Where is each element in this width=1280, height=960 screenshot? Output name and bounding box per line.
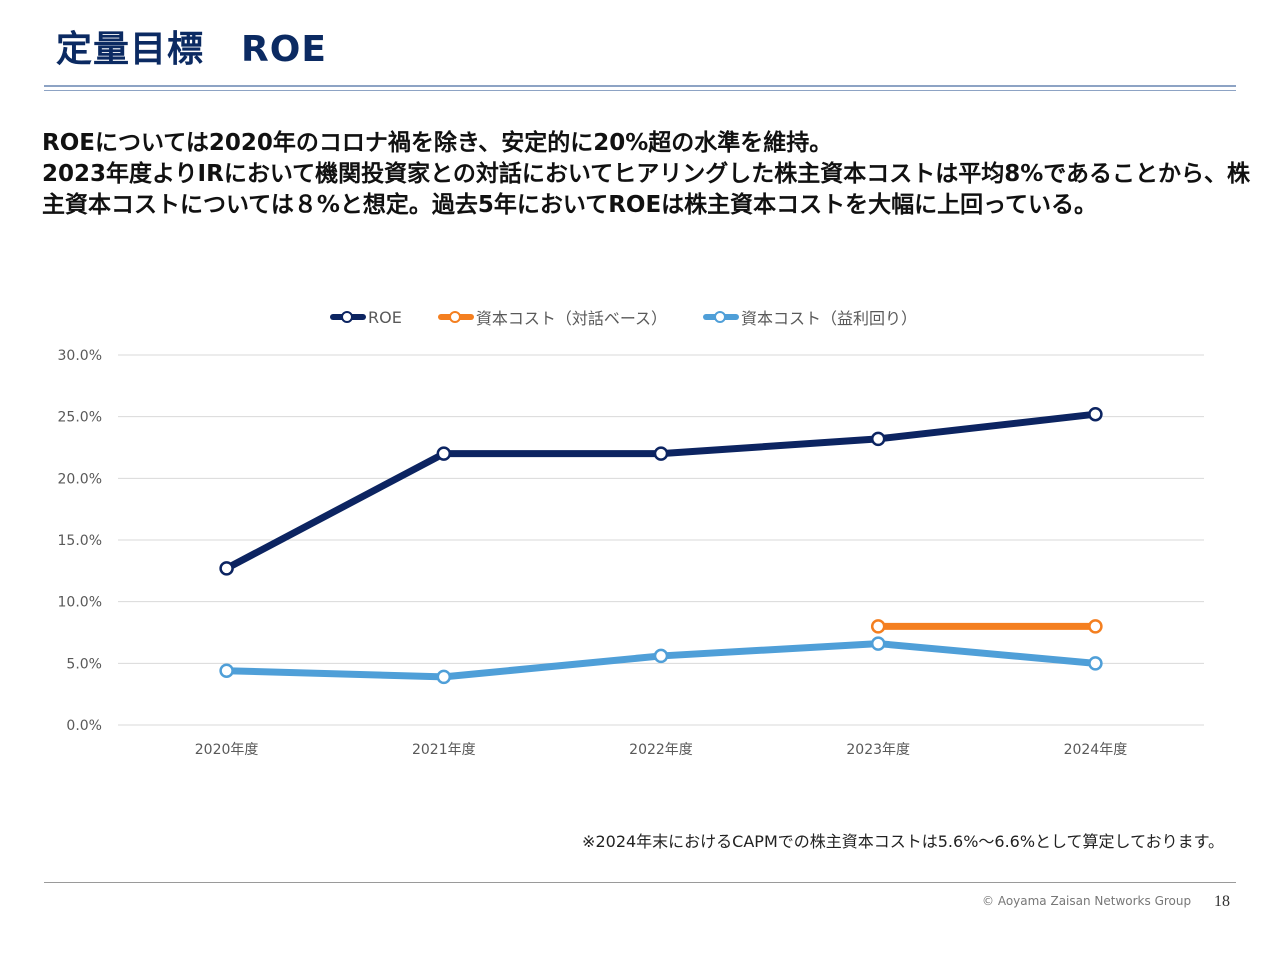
data-point-0	[870, 431, 886, 447]
data-point-2	[219, 663, 234, 678]
data-point-2	[436, 669, 452, 685]
slide-title: 定量目標 ROE	[56, 29, 327, 70]
y-tick-label: 15.0%	[58, 533, 102, 549]
legend-item-roe: ROE	[330, 308, 402, 327]
y-tick-label: 0.0%	[66, 718, 102, 734]
y-tick-label: 10.0%	[58, 595, 102, 611]
legend-swatch-roe	[330, 311, 366, 323]
x-tick-label: 2022年度	[629, 742, 693, 758]
body-line-1: ROEについては2020年のコロナ禍を除き、安定的に20%超の水準を維持。	[42, 130, 833, 156]
data-point-0	[653, 446, 669, 461]
x-tick-label: 2021年度	[412, 742, 476, 758]
data-point-0	[219, 561, 234, 576]
data-point-1	[1088, 619, 1103, 634]
legend-item-cost-dialogue: 資本コスト（対話ベース）	[437, 305, 668, 329]
legend-swatch-cost-earnings-yield	[703, 311, 740, 323]
footer-divider	[44, 882, 1236, 883]
y-tick-label: 30.0%	[58, 348, 102, 364]
data-point-2	[1088, 656, 1103, 671]
x-tick-label: 2020年度	[195, 742, 259, 758]
legend-swatch-cost-dialogue	[437, 311, 474, 323]
data-point-2	[870, 636, 886, 651]
data-point-2	[653, 648, 669, 664]
page-number: 18	[1214, 893, 1230, 910]
y-tick-label: 25.0%	[58, 410, 102, 426]
capm-note: ※2024年末におけるCAPMでの株主資本コストは5.6%～6.6%として算定し…	[582, 832, 1224, 851]
body-text: ROEについては2020年のコロナ禍を除き、安定的に20%超の水準を維持。 20…	[42, 128, 1252, 221]
data-point-0	[1088, 406, 1103, 422]
legend-label-cost-earnings-yield: 資本コスト（益利回り）	[741, 309, 918, 328]
body-line-2: 2023年度よりIRにおいて機関投資家との対話においてヒアリングした株主資本コス…	[42, 161, 1251, 218]
roe-line-chart: 0.0% 5.0% 10.0% 15.0% 20.0% 25.0% 30.0% 2020年度 2…	[58, 348, 1204, 758]
data-point-0	[436, 446, 452, 461]
y-tick-label: 20.0%	[58, 471, 102, 487]
chart-legend: ROE 資本コスト（対話ベース） 資本コスト（益利回り）	[330, 304, 953, 330]
legend-label-roe: ROE	[368, 307, 402, 327]
title-divider	[44, 85, 1236, 91]
y-tick-label: 5.0%	[66, 656, 102, 672]
legend-item-cost-earnings-yield: 資本コスト（益利回り）	[703, 305, 917, 329]
x-tick-label: 2024年度	[1064, 742, 1128, 758]
data-point-1	[870, 619, 886, 634]
series-line-0	[223, 410, 1099, 572]
x-tick-label: 2023年度	[846, 742, 910, 758]
copyright: © Aoyama Zaisan Networks Group	[982, 894, 1192, 908]
legend-label-cost-dialogue: 資本コスト（対話ベース）	[475, 309, 668, 328]
